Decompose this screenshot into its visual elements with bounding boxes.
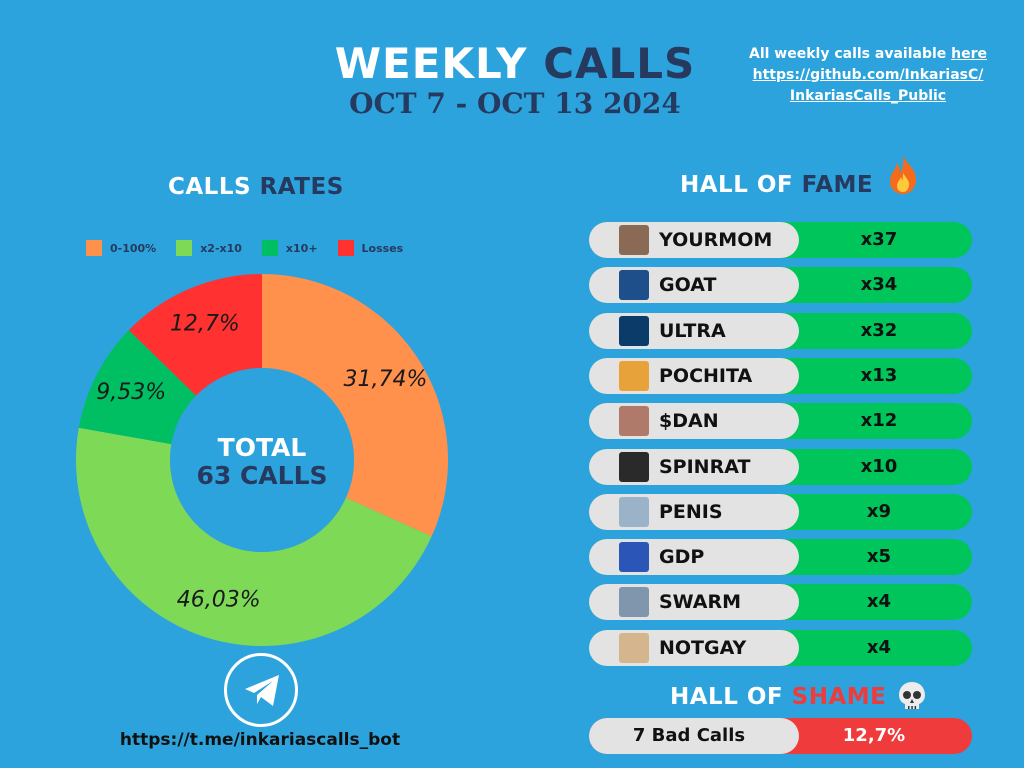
archive-here-link[interactable]: here xyxy=(951,46,988,62)
archive-url-line2[interactable]: InkariasCalls_Public xyxy=(789,88,947,104)
legend-item: 0-100% xyxy=(86,240,156,256)
telegram-icon xyxy=(245,675,279,706)
hall-of-fame-heading-part1: HALL OF xyxy=(680,172,794,198)
donut-value-label: 31,74% xyxy=(344,367,428,392)
legend-label: x10+ xyxy=(285,241,318,255)
donut-value-label: 46,03% xyxy=(177,587,261,612)
donut-slice-1 xyxy=(76,427,432,646)
legend-item: x2-x10 xyxy=(176,240,242,256)
token-avatar xyxy=(619,270,649,301)
donut-slice-3 xyxy=(128,274,262,396)
hall-of-shame-row: 7 Bad Calls 12,7% xyxy=(589,718,972,754)
hall-of-fame-row: SPINRAT x10 xyxy=(589,448,972,485)
donut-center-line1: TOTAL xyxy=(218,433,307,462)
chart-legend: 0-100% x2-x10 x10+ Losses xyxy=(86,240,403,256)
token-name: SPINRAT xyxy=(659,455,751,478)
calls-rates-heading: CALLS RATES xyxy=(168,174,344,200)
token-multiplier: x37 xyxy=(860,229,898,250)
telegram-bot-link[interactable]: https://t.me/inkariascalls_bot xyxy=(119,730,401,750)
shame-label-pill xyxy=(589,718,799,754)
donut-value-label: 12,7% xyxy=(170,312,240,337)
token-name: PENIS xyxy=(659,500,723,523)
token-multiplier: x4 xyxy=(866,591,892,613)
archive-url-line1[interactable]: https://github.com/InkariasC/ xyxy=(752,67,984,83)
hall-of-fame-row: PENIS x9 xyxy=(589,493,972,530)
hall-of-fame-row: $DAN x12 xyxy=(589,403,972,440)
token-multiplier: x10 xyxy=(860,455,898,477)
title-part1: WEEKLY xyxy=(334,39,528,88)
fire-icon xyxy=(890,155,917,194)
legend-label: Losses xyxy=(361,241,404,255)
token-avatar xyxy=(619,315,649,346)
hall-of-shame-heading-part2: SHAME xyxy=(791,684,887,710)
token-avatar xyxy=(619,542,649,573)
archive-link-block: All weekly calls available here https://… xyxy=(728,44,1008,107)
hall-of-fame-row: ULTRA x32 xyxy=(589,312,972,349)
token-name: $DAN xyxy=(659,410,719,433)
token-name: GOAT xyxy=(659,274,717,297)
hall-of-fame-row: GDP x5 xyxy=(589,539,972,576)
legend-item: x10+ xyxy=(261,240,318,256)
donut-value-label: 9,53% xyxy=(96,380,166,405)
token-avatar xyxy=(619,406,649,437)
title-part2: CALLS xyxy=(543,39,696,88)
token-avatar xyxy=(619,632,649,663)
telegram-button[interactable] xyxy=(224,653,298,727)
token-multiplier: x32 xyxy=(860,319,898,341)
page-title: WEEKLY CALLS xyxy=(300,38,730,90)
skull-icon xyxy=(899,682,925,709)
token-name: YOURMOM xyxy=(659,229,773,251)
calls-rates-heading-part1: CALLS xyxy=(168,174,252,200)
token-multiplier: x4 xyxy=(866,636,892,658)
donut-slice-2 xyxy=(78,330,197,445)
token-multiplier: x13 xyxy=(860,364,898,386)
token-avatar xyxy=(619,225,649,255)
archive-link-prefix: All weekly calls available xyxy=(748,46,952,62)
legend-swatch xyxy=(337,240,354,256)
legend-swatch xyxy=(176,240,193,256)
token-multiplier: x5 xyxy=(866,546,892,568)
hall-of-fame-row: YOURMOM x37 xyxy=(589,222,972,258)
hall-of-shame-heading: HALL OF SHAME xyxy=(670,684,886,710)
token-multiplier: x34 xyxy=(860,274,898,296)
hall-of-fame-heading-part2: FAME xyxy=(801,172,874,198)
token-name: NOTGAY xyxy=(659,636,747,659)
donut-hole xyxy=(170,368,354,552)
token-multiplier: x12 xyxy=(860,410,898,432)
legend-label: 0-100% xyxy=(110,241,157,255)
hall-of-fame-row: SWARM x4 xyxy=(589,584,972,621)
donut-center-line2: 63 CALLS xyxy=(196,461,327,490)
token-name: SWARM xyxy=(659,591,742,614)
hall-of-fame-row: NOTGAY x4 xyxy=(589,629,972,666)
token-name: POCHITA xyxy=(659,364,753,387)
token-name: GDP xyxy=(659,546,705,569)
date-range: OCT 7 - OCT 13 2024 xyxy=(349,87,681,120)
token-avatar xyxy=(619,496,649,527)
hall-of-shame-heading-part1: HALL OF xyxy=(670,684,784,710)
legend-swatch xyxy=(86,240,102,256)
calls-rates-heading-part2: RATES xyxy=(259,174,344,200)
token-avatar xyxy=(619,451,649,482)
hall-of-fame-row: GOAT x34 xyxy=(589,267,972,304)
hall-of-fame-heading: HALL OF FAME xyxy=(680,172,873,198)
page-header: WEEKLY CALLS OCT 7 - OCT 13 2024 xyxy=(300,38,730,120)
token-avatar xyxy=(619,587,649,618)
bad-calls-value: 12,7% xyxy=(842,725,906,746)
token-name: ULTRA xyxy=(659,319,726,342)
hall-of-fame-row: POCHITA x13 xyxy=(589,357,972,394)
legend-item: Losses xyxy=(337,240,404,256)
legend-swatch xyxy=(261,240,278,256)
token-multiplier: x9 xyxy=(866,500,892,522)
bad-calls-label: 7 Bad Calls xyxy=(632,725,746,746)
donut-slice-0 xyxy=(262,274,448,537)
legend-label: x2-x10 xyxy=(200,241,242,255)
token-avatar xyxy=(619,360,649,391)
